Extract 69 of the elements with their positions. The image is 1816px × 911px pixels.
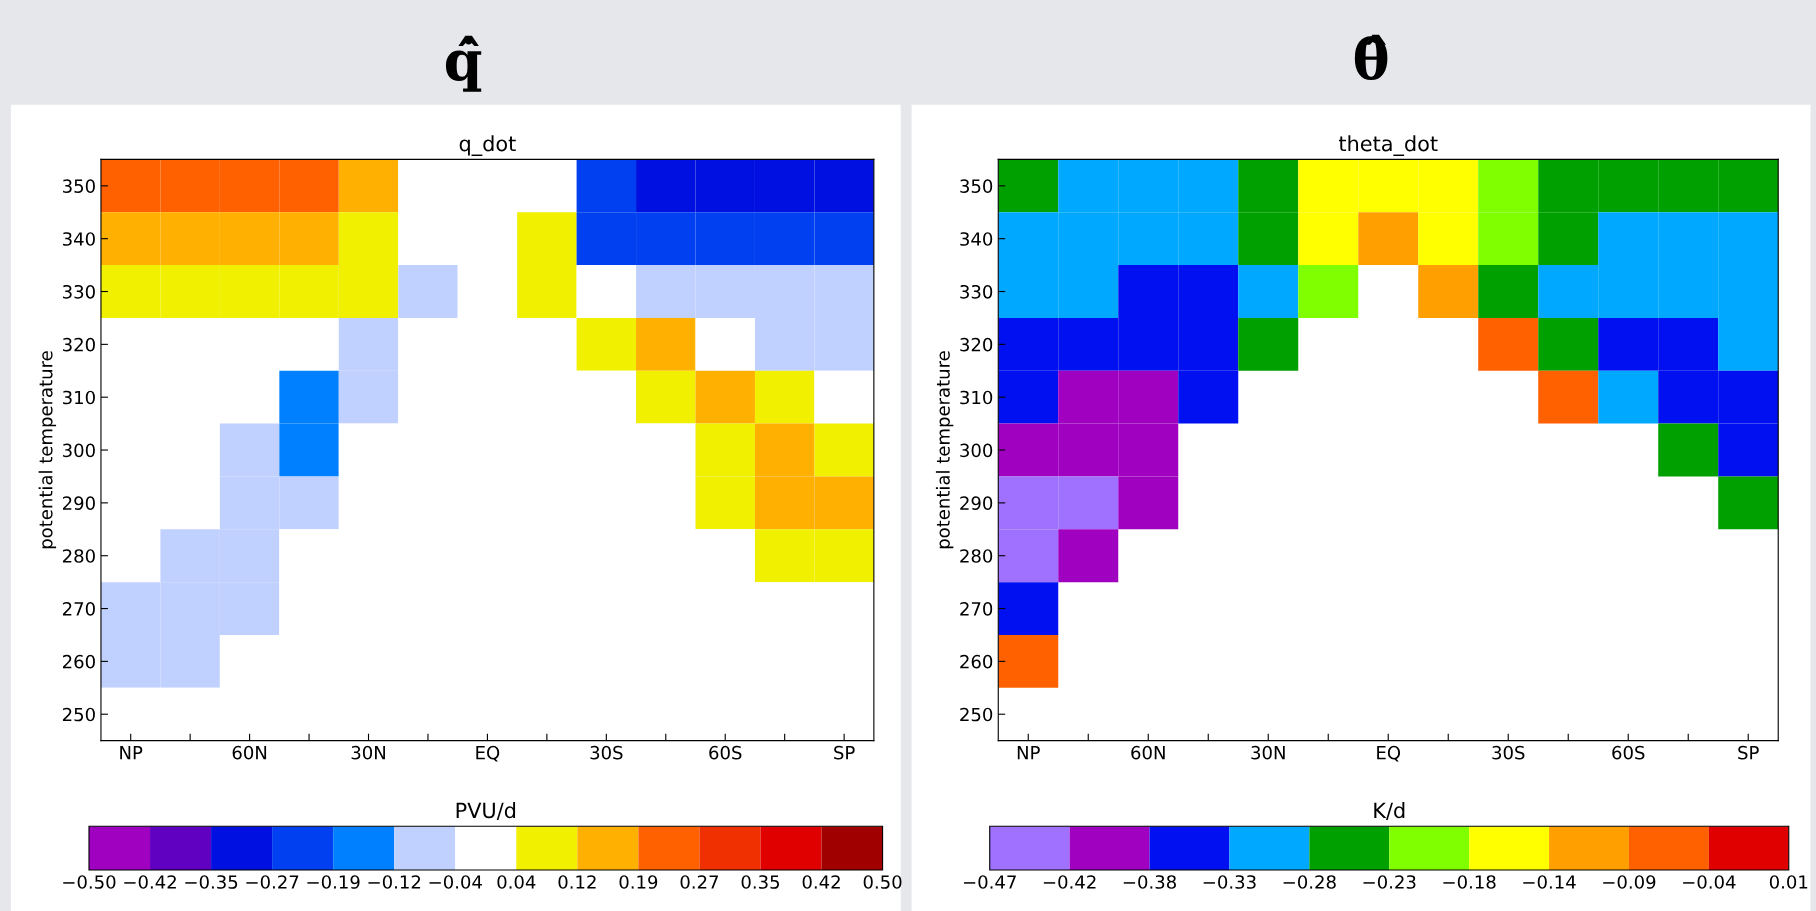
y-tick-label: 260 <box>960 654 993 669</box>
color-bar-label: −0.19 <box>307 875 360 889</box>
y-tick-label: 340 <box>63 232 95 246</box>
x-tick-label: 30S <box>1492 745 1525 760</box>
x-tick-label: SP <box>1738 745 1759 760</box>
color-bar-label: 0.50 <box>863 875 902 889</box>
x-tick-label: NP <box>1017 746 1040 760</box>
y-tick-label: 270 <box>960 602 993 616</box>
x-tick-label: 30N <box>351 745 385 760</box>
color-bar-label: 0.42 <box>802 875 840 889</box>
y-tick-label: 290 <box>960 496 993 510</box>
y-tick-label: 320 <box>960 337 993 352</box>
x-tick-label: SP <box>834 745 855 760</box>
color-bar-title: K/d <box>1374 802 1405 820</box>
color-bar-label: −0.35 <box>185 875 238 889</box>
y-tick-label: 250 <box>62 707 95 722</box>
color-bar-label: −0.42 <box>124 875 176 889</box>
x-tick-label: EQ <box>476 745 500 762</box>
color-bar-label: 0.27 <box>680 875 718 889</box>
y-tick-label: 350 <box>63 179 95 193</box>
chart-title: q̇̂ <box>445 35 482 92</box>
color-bar-label: −0.23 <box>1363 875 1416 889</box>
x-tick-label: 30N <box>1251 745 1285 760</box>
color-bar-label: −0.50 <box>63 875 116 889</box>
color-bar-label: −0.47 <box>963 875 1016 889</box>
x-tick-label: 60S <box>1612 745 1645 760</box>
x-tick-label: EQ <box>1377 745 1401 762</box>
color-bar-label: 0.01 <box>1769 875 1808 889</box>
chart-subtitle: theta_dot <box>1338 135 1438 156</box>
color-bar-label: −0.33 <box>1203 875 1256 889</box>
y-axis-title: potential temperature <box>38 351 57 549</box>
color-bar-label: −0.38 <box>1123 875 1176 889</box>
color-bar-label: 0.12 <box>558 875 596 889</box>
x-tick-label: 60N <box>232 745 267 760</box>
color-bar-label: −0.42 <box>1043 875 1096 889</box>
color-bar-title: PVU/d <box>456 802 516 820</box>
chart-subtitle: q_dot <box>459 135 516 156</box>
color-bar-label: −0.04 <box>429 875 482 889</box>
chart-title: θ̇̂ <box>1354 34 1388 81</box>
y-tick-label: 330 <box>63 284 95 299</box>
color-bar-label: −0.14 <box>1523 875 1576 889</box>
x-tick-label: 30S <box>590 745 623 760</box>
y-tick-label: 340 <box>960 232 993 246</box>
y-tick-label: 280 <box>960 549 993 563</box>
y-tick-label: 310 <box>960 390 993 405</box>
color-bar-label: −0.18 <box>1443 875 1496 889</box>
x-tick-label: 60N <box>1131 745 1165 760</box>
y-tick-label: 290 <box>62 496 95 510</box>
y-tick-label: 350 <box>960 179 993 193</box>
color-bar-label: 0.35 <box>741 875 780 889</box>
y-tick-label: 320 <box>63 337 95 352</box>
x-tick-label: 60S <box>709 745 742 760</box>
y-tick-label: 310 <box>63 390 95 405</box>
y-tick-label: 280 <box>62 549 95 563</box>
y-tick-label: 330 <box>960 284 993 299</box>
color-bar-label: −0.04 <box>1683 875 1736 889</box>
color-bar-label: −0.28 <box>1283 875 1336 889</box>
color-bar-label: −0.09 <box>1603 875 1656 889</box>
y-tick-label: 250 <box>960 707 993 722</box>
y-tick-label: 270 <box>62 602 95 616</box>
x-tick-label: NP <box>120 746 143 760</box>
y-axis-title: potential temperature <box>935 351 954 549</box>
y-tick-label: 260 <box>62 654 95 669</box>
y-tick-label: 300 <box>63 443 95 458</box>
y-tick-label: 300 <box>960 443 993 458</box>
color-bar-label: −0.27 <box>246 875 299 889</box>
color-bar-label: 0.04 <box>497 875 536 889</box>
color-bar-label: 0.19 <box>619 875 658 889</box>
color-bar-label: −0.12 <box>368 875 421 889</box>
